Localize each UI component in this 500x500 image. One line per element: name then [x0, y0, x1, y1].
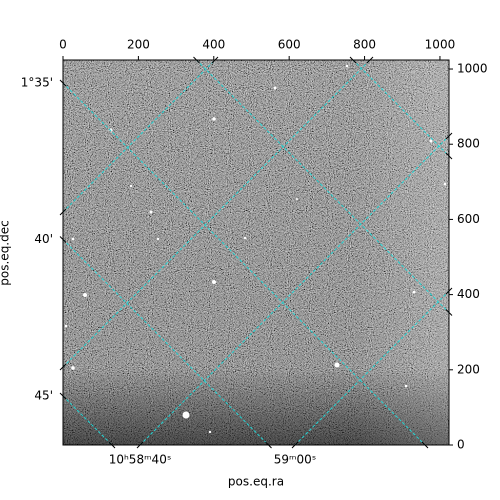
dec-tick-label: 40' [34, 232, 53, 246]
tick [445, 132, 453, 140]
grid-line [294, 290, 449, 445]
grid-line [63, 239, 269, 445]
dec-tick-label: 45' [34, 389, 53, 403]
grid-line [63, 395, 113, 445]
tick [59, 392, 67, 400]
x-tick-label: 200 [127, 38, 150, 52]
image [63, 60, 449, 445]
x-tick-label: 1000 [425, 38, 456, 52]
y-tick-label: 600 [457, 212, 480, 226]
tick [265, 441, 272, 449]
tick [193, 56, 200, 64]
tick [211, 56, 219, 64]
tick [59, 236, 67, 243]
tick [59, 79, 67, 87]
tick [366, 56, 374, 64]
grid-line [63, 82, 426, 445]
tick [349, 56, 357, 64]
tick [445, 309, 453, 316]
x-tick-label: 600 [278, 38, 301, 52]
y-tick-label: 400 [457, 287, 480, 301]
tick [136, 441, 144, 449]
grid-line [63, 60, 216, 213]
ra-tick-label: 10ʰ58ᵐ40ˢ [109, 453, 172, 467]
stars [64, 64, 447, 434]
y-tick-label: 1000 [457, 62, 488, 76]
tick [59, 363, 67, 371]
frame [62, 59, 450, 446]
y-tick-label: 800 [457, 137, 480, 151]
grid-line [196, 60, 449, 313]
tick [445, 287, 453, 295]
y-tick-label: 200 [457, 362, 480, 376]
dec-tick-label: 1°35' [21, 76, 53, 90]
grid [63, 60, 449, 445]
x-tick-label: 0 [59, 38, 67, 52]
grid-line [352, 60, 449, 157]
tick [291, 441, 299, 449]
grid-line [63, 60, 371, 368]
y-tick-label: 0 [457, 438, 465, 452]
tick [108, 441, 116, 449]
x-tick-label: 400 [202, 38, 225, 52]
tick [421, 441, 429, 449]
x-tick-label: 800 [353, 38, 376, 52]
x-axis-label: pos.eq.ra [228, 475, 284, 489]
tick [59, 208, 67, 216]
grid-line [139, 135, 449, 445]
ra-tick-label: 59ᵐ00ˢ [274, 453, 317, 467]
y-axis-label: pos.eq.dec [0, 220, 12, 285]
tick [445, 152, 453, 160]
